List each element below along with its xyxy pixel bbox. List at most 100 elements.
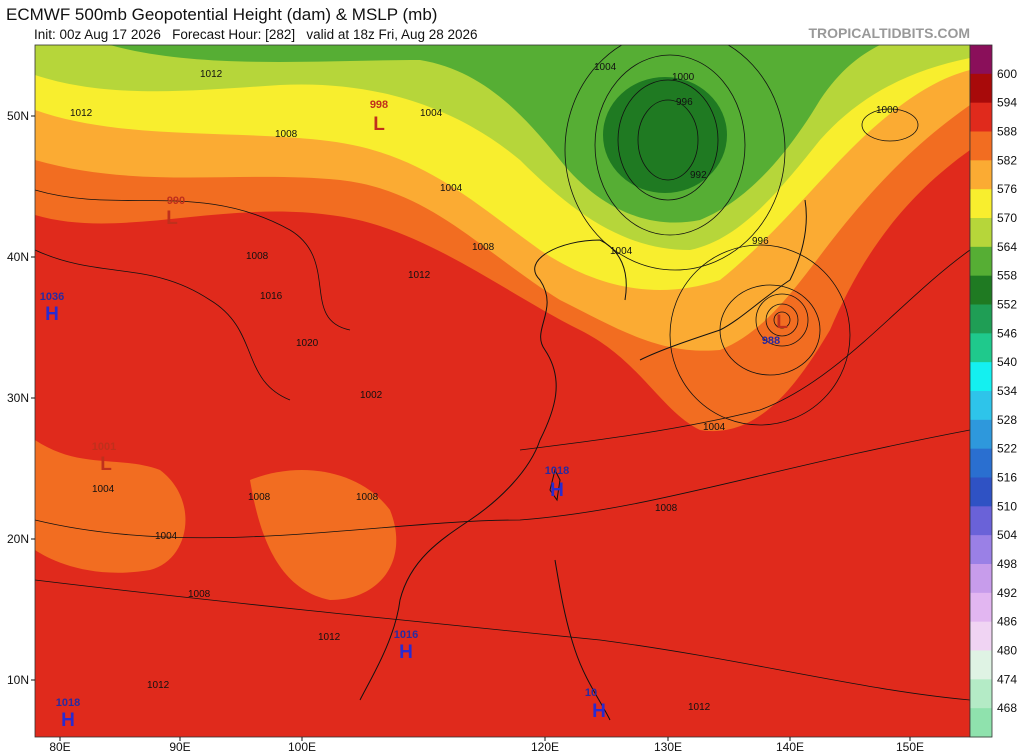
isobar-label: 1004 <box>440 183 463 194</box>
center-symbol: H <box>61 710 75 731</box>
latitude-label: 20N <box>7 532 29 546</box>
isobar-label: 1012 <box>70 108 93 119</box>
isobar-label: 1008 <box>248 492 271 503</box>
longitude-label: 120E <box>531 740 559 754</box>
map <box>35 45 970 737</box>
subtitle: Init: 00z Aug 17 2026 Forecast Hour: [28… <box>34 27 478 42</box>
colorbar-label: 588 <box>997 125 1017 139</box>
colorbar-swatch <box>970 708 992 738</box>
isobar <box>773 311 791 329</box>
isobar <box>35 429 970 539</box>
colorbar-label: 486 <box>997 615 1017 629</box>
isobar-labels: 1012 1012 1008 1004 1004 1008 1000 996 9… <box>70 62 899 713</box>
isobar <box>594 54 746 236</box>
colorbar-label: 522 <box>997 442 1017 456</box>
coastline <box>554 559 611 721</box>
low-center: 998 L <box>370 99 388 135</box>
isobar-label: 1008 <box>275 129 298 140</box>
colorbar-label: 600 <box>997 67 1017 81</box>
high-center: 10 H <box>585 687 606 722</box>
colorbar-swatch <box>970 535 992 565</box>
isobar-label: 1004 <box>92 484 115 495</box>
longitude-label: 130E <box>654 740 682 754</box>
coastline <box>359 519 471 701</box>
colorbar-label: 546 <box>997 326 1017 340</box>
isobar-label: 1020 <box>296 338 319 349</box>
height-582 <box>35 440 186 573</box>
latitude-label: 10N <box>7 673 29 687</box>
colorbar-label: 510 <box>997 499 1017 513</box>
center-value: 1001 <box>92 441 116 453</box>
isobar-label: 1004 <box>155 531 178 542</box>
height-582 <box>250 470 397 600</box>
colorbar-label: 564 <box>997 240 1017 254</box>
isobar-label: 1004 <box>703 422 726 433</box>
longitude-label: 100E <box>288 740 316 754</box>
longitude-label: 90E <box>169 740 190 754</box>
center-value: 1036 <box>40 291 64 303</box>
center-value: 1018 <box>545 465 569 477</box>
isobar-label: 1012 <box>408 270 431 281</box>
isobar-label: 992 <box>690 170 707 181</box>
colorbar-label: 570 <box>997 211 1017 225</box>
isobar-label: 1008 <box>655 503 678 514</box>
high-center: 1018 H <box>545 465 569 501</box>
center-symbol: H <box>592 701 606 722</box>
center-symbol: H <box>399 642 413 663</box>
colorbar-swatch <box>970 477 992 507</box>
isobar <box>637 99 699 181</box>
colorbar-label: 594 <box>997 96 1017 110</box>
isobar-label: 1012 <box>147 680 170 691</box>
center-value: 10 <box>585 687 597 699</box>
isobar <box>765 303 799 337</box>
latitude-label: 30N <box>7 391 29 405</box>
height-552 <box>603 77 727 193</box>
brand: TROPICALTIDBITS.COM <box>808 25 970 41</box>
colorbar-swatch <box>970 333 992 363</box>
colorbar-label: 498 <box>997 557 1017 571</box>
colorbar-swatch <box>970 102 992 132</box>
colorbar-swatch <box>970 160 992 190</box>
isobar-label: 1008 <box>246 251 269 262</box>
colorbar-swatch <box>970 564 992 594</box>
isobar-label: 1000 <box>672 72 695 83</box>
latitude-label: 40N <box>7 250 29 264</box>
center-symbol: L <box>166 208 178 229</box>
isobar-label: 1012 <box>688 702 711 713</box>
center-symbol: H <box>45 304 59 325</box>
colorbar-label: 552 <box>997 298 1017 312</box>
colorbar-swatch <box>970 506 992 536</box>
isobar <box>35 579 970 701</box>
title: ECMWF 500mb Geopotential Height (dam) & … <box>6 5 437 24</box>
colorbar-swatch <box>970 45 992 75</box>
isobar <box>35 249 291 401</box>
colorbar-label: 504 <box>997 528 1017 542</box>
isobar <box>669 244 851 426</box>
latitude-labels: 50N 40N 30N 20N 10N <box>7 109 35 687</box>
isobar-label: 996 <box>752 236 769 247</box>
coastlines <box>359 199 807 721</box>
colorbar-swatch <box>970 218 992 248</box>
colorbar-swatch <box>970 679 992 709</box>
center-symbol: H <box>550 480 564 501</box>
longitude-label: 140E <box>776 740 804 754</box>
colorbar-swatch <box>970 621 992 651</box>
colorbar-swatch <box>970 391 992 421</box>
colorbar-label: 534 <box>997 384 1017 398</box>
isobar <box>35 189 351 331</box>
colorbar-swatch <box>970 246 992 277</box>
isobar <box>617 79 719 201</box>
center-value: 998 <box>370 99 388 111</box>
isobar-label: 1008 <box>472 242 495 253</box>
colorbar: 600 594 588 582 576 570 564 558 552 546 540 534 528 5… <box>969 44 1017 738</box>
colorbar-label: 528 <box>997 413 1017 427</box>
colorbar-swatch <box>970 419 992 450</box>
isobar-label: 1000 <box>876 105 899 116</box>
colorbar-label: 540 <box>997 355 1017 369</box>
longitude-labels: 80E 90E 100E 120E 130E 140E 150E <box>49 737 924 754</box>
latitude-label: 50N <box>7 109 29 123</box>
